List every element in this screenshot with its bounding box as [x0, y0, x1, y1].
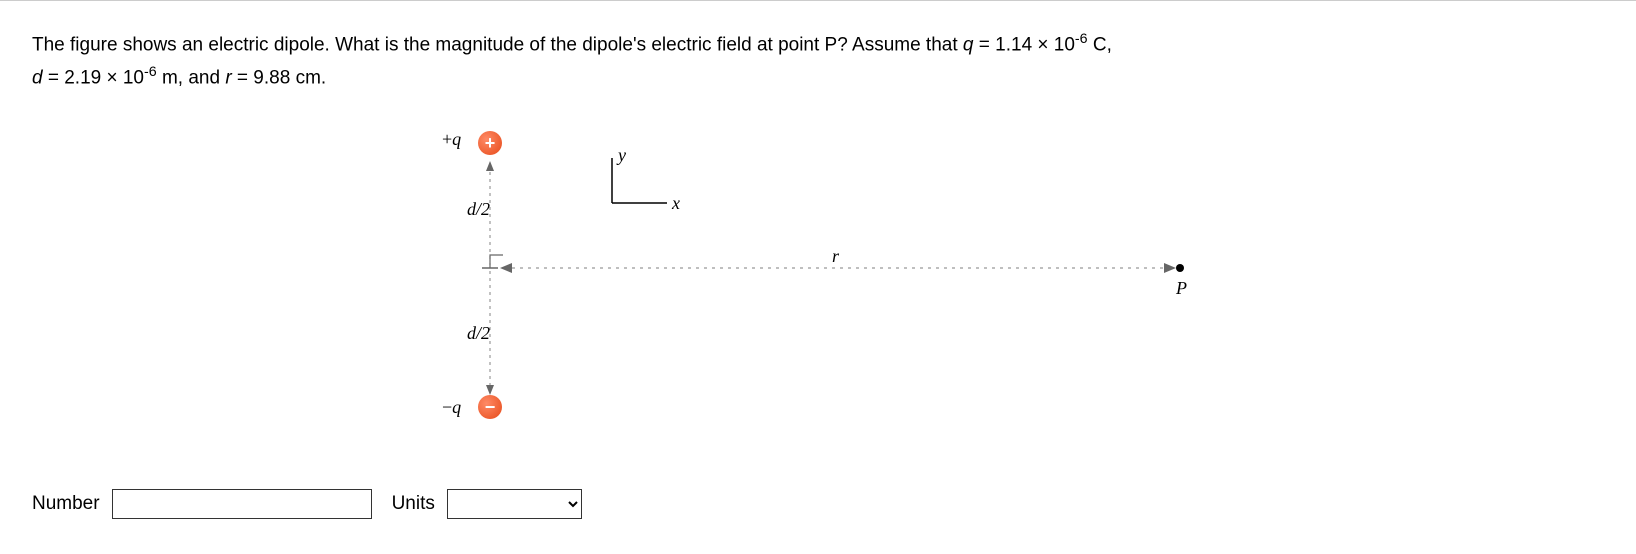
arrow-right-p	[1164, 263, 1176, 273]
unit2: m, and	[157, 67, 226, 88]
eq1: = 1.14 × 10	[974, 34, 1075, 55]
label-p: P	[1176, 278, 1187, 299]
label-d-half-lower: d/2	[467, 323, 490, 344]
unit1: C,	[1088, 34, 1112, 55]
eq3: = 9.88 cm.	[232, 67, 327, 88]
label-plus-q: ++qq	[442, 129, 461, 150]
dipole-figure: + ++qq − −q d/2 d/2 y x r P	[412, 123, 1312, 433]
units-label: Units	[392, 493, 435, 515]
label-r: r	[832, 246, 839, 267]
top-border	[0, 0, 1636, 1]
number-input[interactable]	[112, 489, 372, 519]
minus-icon: −	[485, 398, 496, 416]
eq2: = 2.19 × 10	[43, 67, 144, 88]
arrow-up	[486, 161, 494, 171]
label-x: x	[672, 193, 680, 214]
exp2: -6	[144, 64, 157, 80]
right-angle-mark	[490, 255, 503, 268]
exp1: -6	[1075, 31, 1088, 47]
plus-icon: +	[485, 134, 496, 152]
label-d-half-upper: d/2	[467, 199, 490, 220]
number-label: Number	[32, 493, 100, 515]
question-text: The figure shows an electric dipole. Wha…	[32, 28, 1604, 93]
question-part-1: The figure shows an electric dipole. Wha…	[32, 34, 963, 55]
var-d: d	[32, 67, 43, 88]
label-minus-q: −q	[442, 397, 461, 418]
var-q: q	[963, 34, 974, 55]
answer-row: Number Units	[32, 489, 582, 519]
arrow-down	[486, 385, 494, 395]
units-select[interactable]	[447, 489, 582, 519]
label-y: y	[618, 145, 626, 166]
arrow-left-r	[500, 263, 512, 273]
